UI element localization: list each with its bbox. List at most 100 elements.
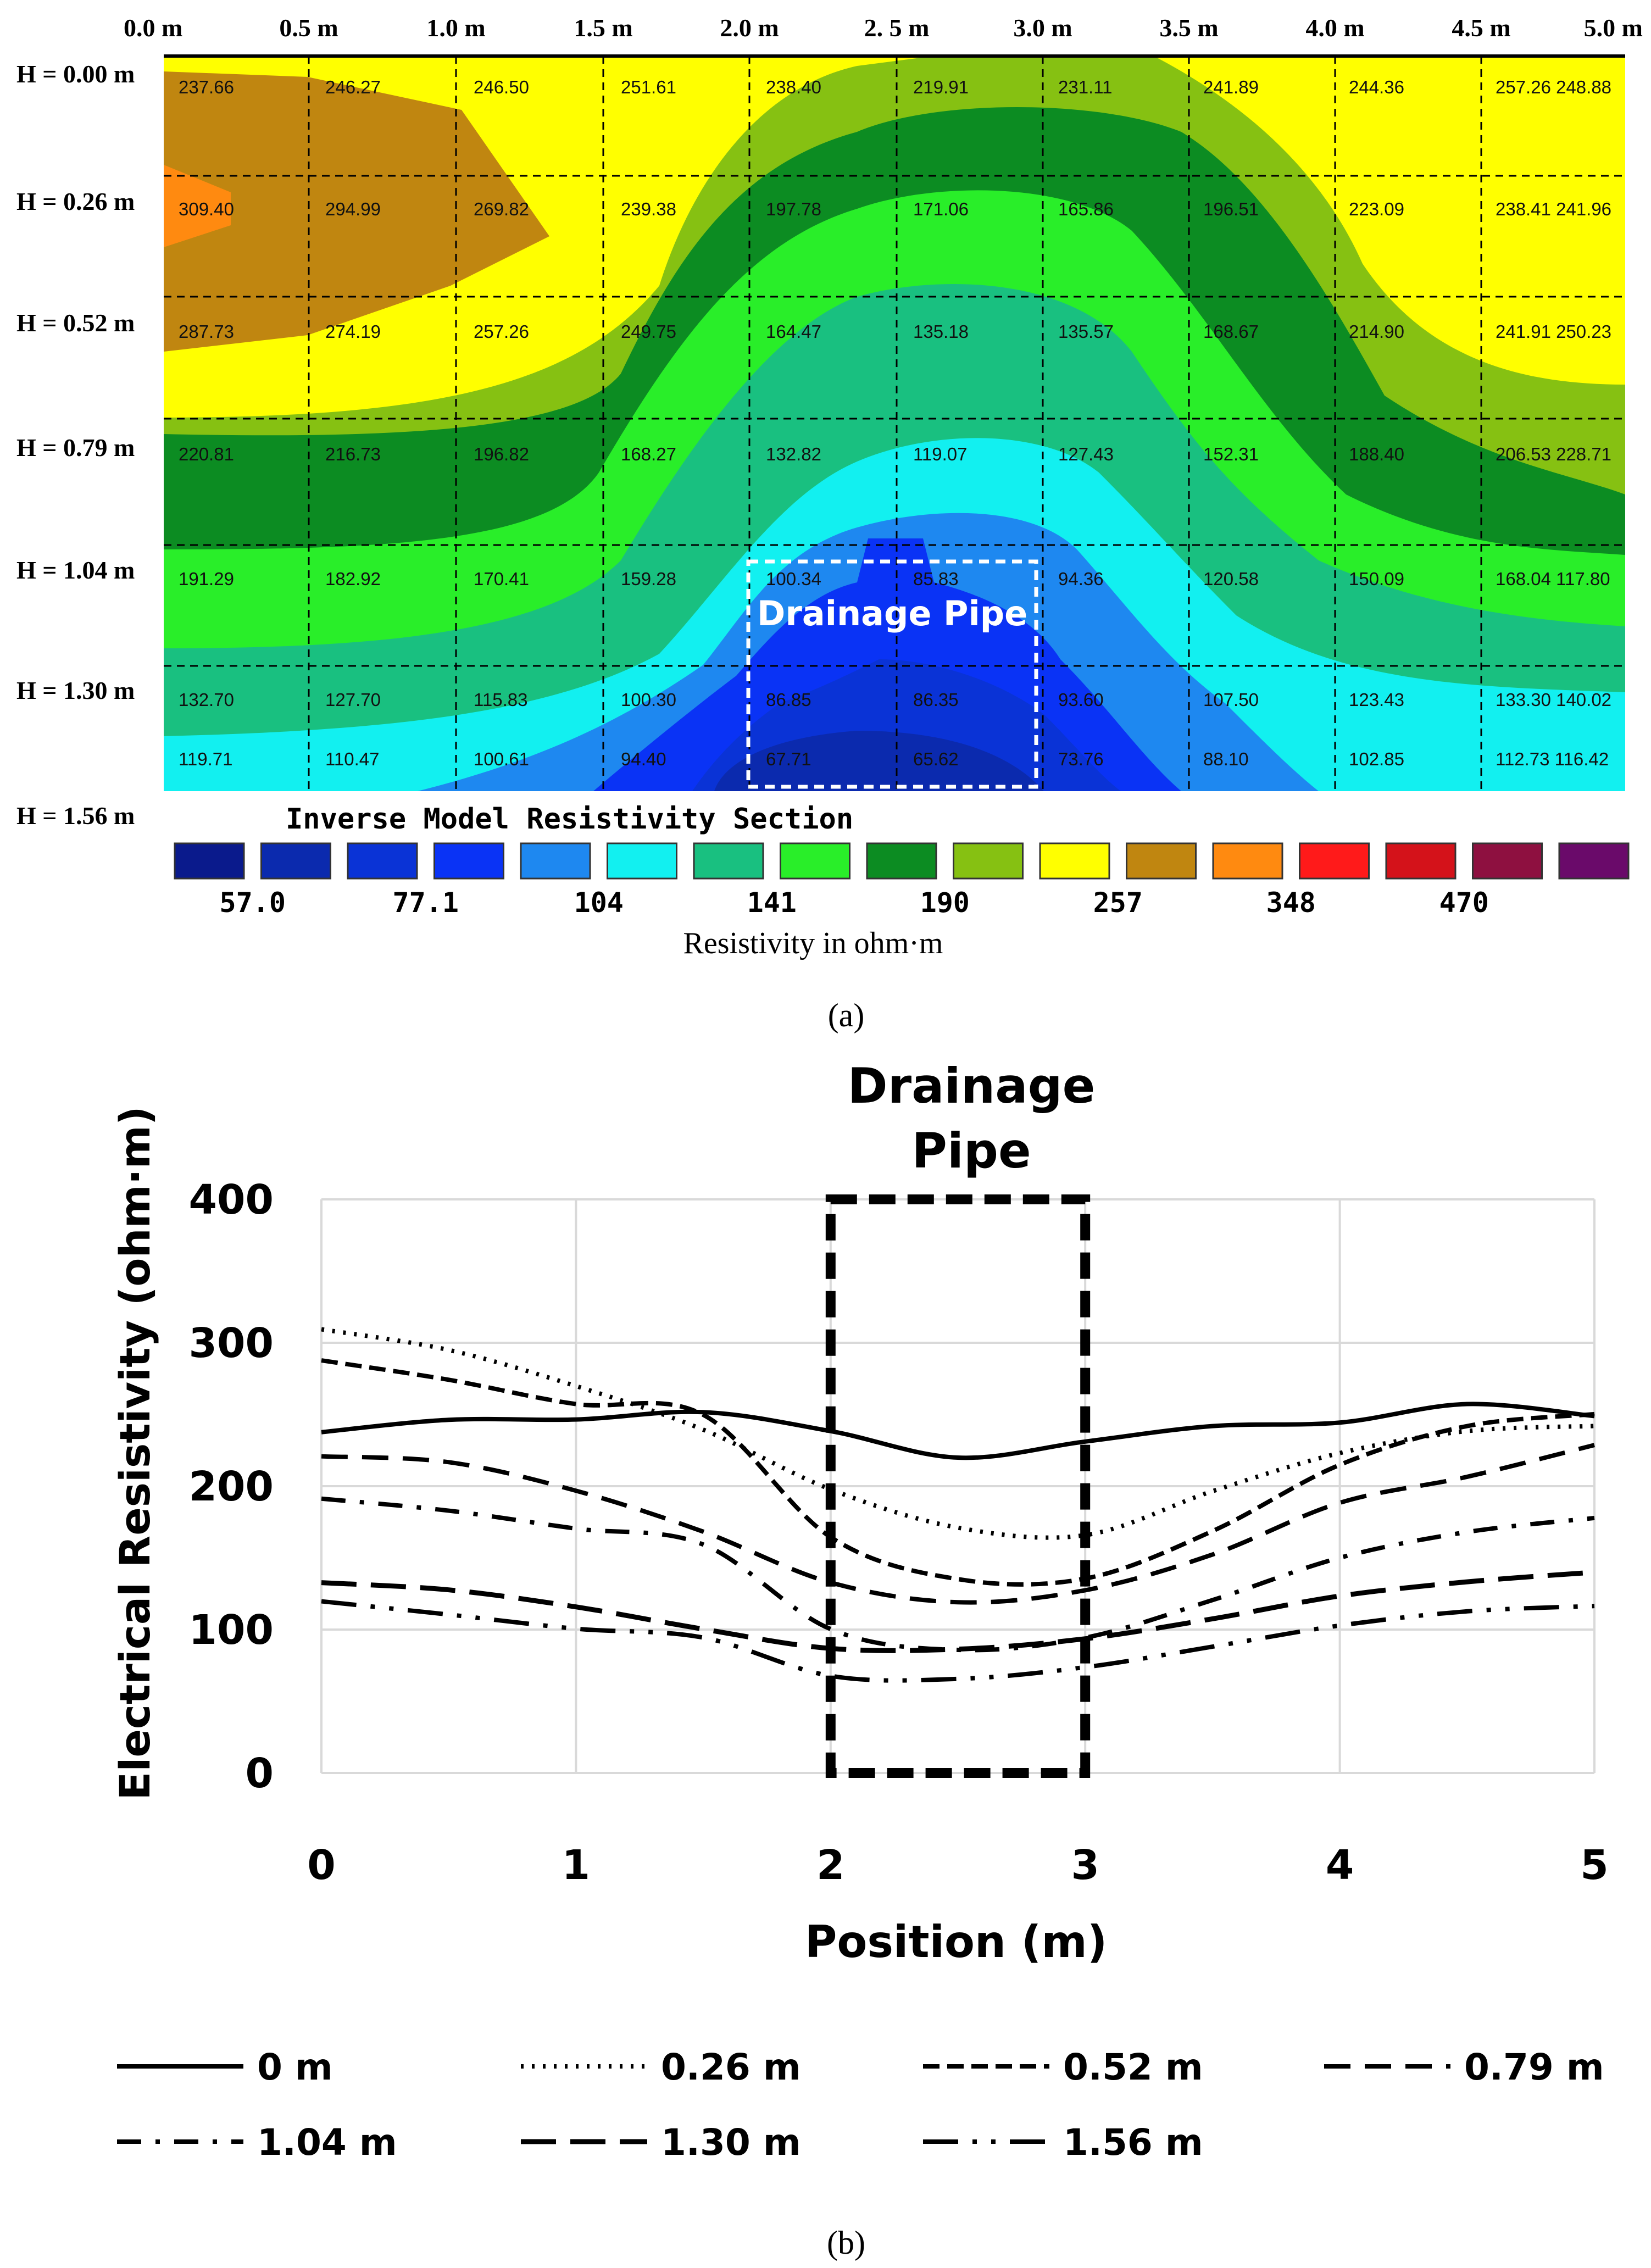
colorbar-swatch xyxy=(780,842,850,880)
colorbar-label: 57.0 xyxy=(220,887,286,919)
legend-label: 1.30 m xyxy=(661,2121,801,2164)
series-line-1-04-m xyxy=(321,1496,1595,1653)
section-cell-value: 123.43 xyxy=(1349,690,1404,710)
section-x-tick: 2.0 m xyxy=(720,14,779,42)
colorbar-swatch xyxy=(260,842,331,880)
section-title: Inverse Model Resistivity Section xyxy=(286,803,853,836)
colorbar-swatch xyxy=(1126,842,1197,880)
section-cell-value: 168.04 117.80 xyxy=(1496,569,1610,589)
x-tick-labels: 0 1 2 3 4 5 xyxy=(307,1842,1609,1889)
section-cell-value: 219.91 xyxy=(913,77,969,97)
y-tick-label: 0 xyxy=(246,1750,274,1797)
section-depth-label: H = 0.52 m xyxy=(16,309,135,337)
panel-label-b: (b) xyxy=(827,2225,865,2261)
x-axis-label: Position (m) xyxy=(805,1916,1108,1967)
x-tick-label: 3 xyxy=(1071,1842,1099,1889)
section-cell-value: 65.62 xyxy=(913,749,959,769)
drainage-pipe-annotation: Drainage Pipe xyxy=(757,593,1027,633)
section-cell-value: 93.60 xyxy=(1058,690,1104,710)
colorbar-swatch xyxy=(953,842,1024,880)
section-cell-value: 239.38 xyxy=(621,199,676,219)
section-cell-value: 112.73 116.42 xyxy=(1496,749,1609,769)
section-cell-value: 119.07 xyxy=(913,444,967,464)
colorbar-label: 190 xyxy=(920,887,970,919)
section-x-tick: 0.0 m xyxy=(124,14,182,42)
section-cell-value: 86.35 xyxy=(913,690,959,710)
section-cell-value: 257.26 xyxy=(474,321,529,342)
colorbar-swatch xyxy=(1039,842,1110,880)
section-cell-value: 100.61 xyxy=(474,749,529,769)
colorbar-swatch xyxy=(433,842,504,880)
section-cell-value: 206.53 228.71 xyxy=(1496,444,1611,464)
section-x-tick: 1.0 m xyxy=(426,14,485,42)
section-cell-value: 241.89 xyxy=(1203,77,1259,97)
section-cell-value: 196.82 xyxy=(474,444,529,464)
section-x-tick: 4.0 m xyxy=(1305,14,1364,42)
section-cell-value: 110.47 xyxy=(325,749,379,769)
y-tick-labels: 0 100 200 300 400 xyxy=(189,1176,274,1797)
colorbar-label: 470 xyxy=(1439,887,1489,919)
section-cell-value: 168.67 xyxy=(1203,321,1259,342)
colorbar-swatch xyxy=(866,842,937,880)
y-tick-label: 300 xyxy=(189,1320,274,1367)
section-cell-value: 67.71 xyxy=(766,749,811,769)
series-line-1-30-m xyxy=(321,1570,1595,1653)
colorbar-swatch xyxy=(174,842,245,880)
series-line-0-79-m xyxy=(321,1443,1595,1605)
series-line-1-56-m xyxy=(321,1599,1595,1683)
section-cell-value: 100.34 xyxy=(766,569,821,589)
section-cell-value: 127.43 xyxy=(1058,444,1114,464)
colorbar-swatch xyxy=(1385,842,1457,880)
section-cell-value: 182.92 xyxy=(325,569,381,589)
colorbar-label: 141 xyxy=(747,887,797,919)
section-cell-value: 132.70 xyxy=(179,690,234,710)
x-tick-label: 0 xyxy=(307,1842,336,1889)
section-cell-value: 171.06 xyxy=(913,199,969,219)
section-depth-label: H = 0.79 m xyxy=(16,433,135,462)
section-cell-value: 115.83 xyxy=(474,690,527,710)
series-lines xyxy=(321,1327,1595,1683)
section-cell-value: 196.51 xyxy=(1203,199,1259,219)
y-tick-label: 100 xyxy=(189,1606,274,1654)
section-cell-value: 188.40 xyxy=(1349,444,1404,464)
section-cell-value: 135.18 xyxy=(913,321,969,342)
section-cell-value: 132.82 xyxy=(766,444,821,464)
section-cell-value: 274.19 xyxy=(325,321,381,342)
section-cell-value: 85.83 xyxy=(913,569,959,589)
x-tick-label: 2 xyxy=(816,1842,845,1889)
section-x-tick: 3.0 m xyxy=(1013,14,1072,42)
section-cell-value: 309.40 xyxy=(179,199,234,219)
colorbar-swatch xyxy=(1299,842,1370,880)
section-cell-value: 294.99 xyxy=(325,199,381,219)
colorbar-swatch xyxy=(693,842,764,880)
section-x-tick: 0.5 m xyxy=(279,14,338,42)
y-tick-label: 400 xyxy=(189,1176,274,1224)
section-cell-value: 257.26 248.88 xyxy=(1496,77,1611,97)
section-cell-value: 119.71 xyxy=(179,749,232,769)
section-cell-value: 102.85 xyxy=(1349,749,1404,769)
colorbar-label: 104 xyxy=(574,887,624,919)
section-cell-value: 152.31 xyxy=(1203,444,1259,464)
legend-label: 0.26 m xyxy=(661,2046,801,2088)
section-depth-label: H = 1.56 m xyxy=(16,802,135,830)
section-cell-value: 133.30 140.02 xyxy=(1496,690,1611,710)
x-tick-label: 1 xyxy=(562,1842,591,1889)
section-cell-value: 231.11 xyxy=(1058,77,1112,97)
section-cell-value: 164.47 xyxy=(766,321,821,342)
section-cell-value: 287.73 xyxy=(179,321,234,342)
colorbar xyxy=(174,842,1630,880)
section-cell-values: 237.66 246.27 246.50 251.61 238.40 219.91 231.… xyxy=(179,77,1611,769)
chart-grid xyxy=(320,1198,1596,1774)
section-cell-value: 249.75 xyxy=(621,321,676,342)
y-axis-label: Electrical Resistivity (ohm·m) xyxy=(110,1106,159,1800)
section-cell-value: 165.86 xyxy=(1058,199,1114,219)
colorbar-labels: 57.0 77.1 104 141 190 257 348 470 xyxy=(220,887,1489,919)
section-cell-value: 168.27 xyxy=(621,444,676,464)
section-cell-value: 216.73 xyxy=(325,444,381,464)
section-depth-label: H = 1.04 m xyxy=(16,556,135,584)
chart-title-line2: Pipe xyxy=(911,1122,1031,1179)
legend-label: 1.56 m xyxy=(1063,2121,1203,2164)
colorbar-label: 257 xyxy=(1093,887,1143,919)
colorbar-label: 348 xyxy=(1266,887,1316,919)
